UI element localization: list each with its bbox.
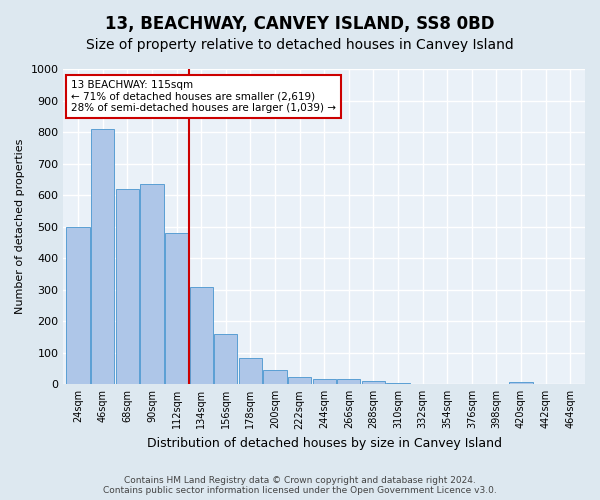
Bar [140, 184, 164, 384]
Bar [91, 129, 115, 384]
Bar [116, 189, 139, 384]
Bar [165, 233, 188, 384]
Bar [313, 378, 336, 384]
Text: Size of property relative to detached houses in Canvey Island: Size of property relative to detached ho… [86, 38, 514, 52]
Bar [239, 358, 262, 384]
Text: 13, BEACHWAY, CANVEY ISLAND, SS8 0BD: 13, BEACHWAY, CANVEY ISLAND, SS8 0BD [105, 15, 495, 33]
Bar [362, 381, 385, 384]
Bar [214, 334, 238, 384]
Text: Contains HM Land Registry data © Crown copyright and database right 2024.
Contai: Contains HM Land Registry data © Crown c… [103, 476, 497, 495]
Bar [337, 378, 361, 384]
Bar [386, 382, 410, 384]
Text: 13 BEACHWAY: 115sqm
← 71% of detached houses are smaller (2,619)
28% of semi-det: 13 BEACHWAY: 115sqm ← 71% of detached ho… [71, 80, 336, 113]
Bar [263, 370, 287, 384]
Bar [190, 286, 213, 384]
Bar [509, 382, 533, 384]
Y-axis label: Number of detached properties: Number of detached properties [15, 139, 25, 314]
X-axis label: Distribution of detached houses by size in Canvey Island: Distribution of detached houses by size … [147, 437, 502, 450]
Bar [288, 378, 311, 384]
Bar [67, 226, 90, 384]
